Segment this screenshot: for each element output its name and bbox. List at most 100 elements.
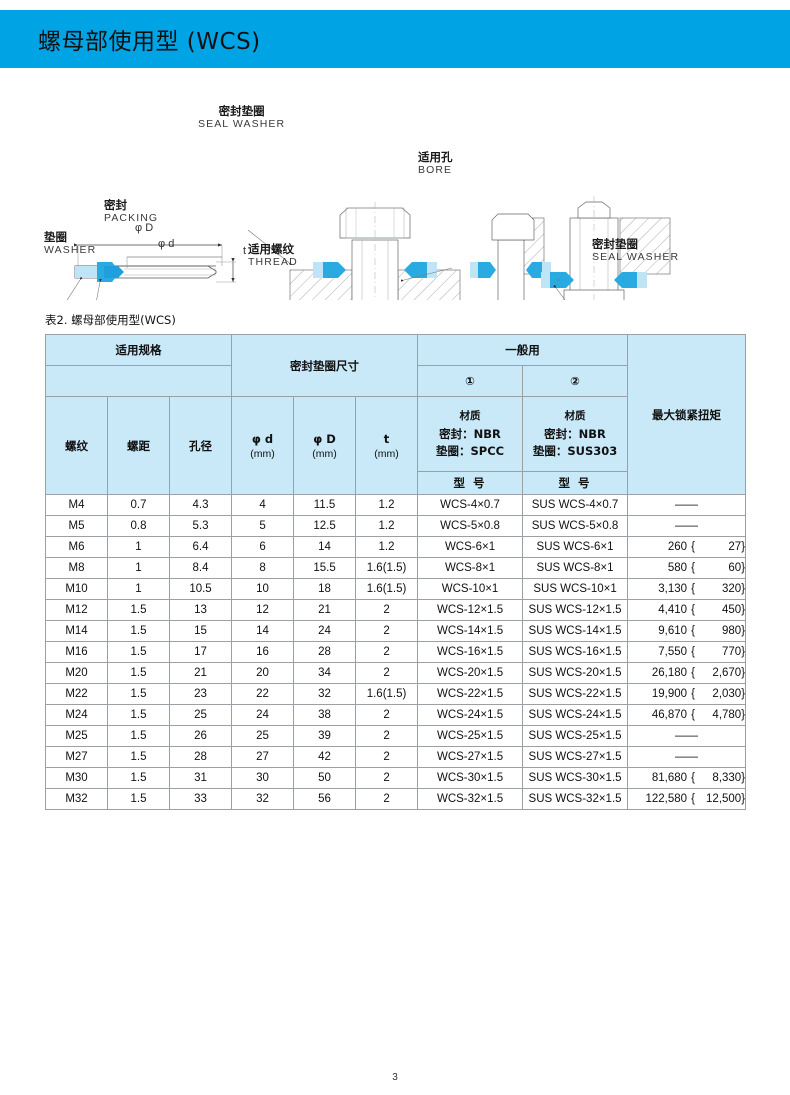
label-seal-washer-left-cn: 密封垫圈 [218, 104, 265, 118]
cell-model-1: WCS-20×1.5 [417, 662, 524, 684]
cell-thread: M20 [45, 662, 108, 684]
cell-thread: M27 [45, 746, 108, 768]
spec-table: 适用规格 密封垫圈尺寸 一般用 最大锁紧扭矩 ① ② 螺纹 螺距 孔径 φ d … [44, 334, 747, 810]
torque-newton: 81,680 [651, 772, 688, 784]
cell-phi-d: 30 [231, 767, 295, 789]
col-header-phi-d-symbol: φ d [251, 431, 274, 446]
spec-table-container: 适用规格 密封垫圈尺寸 一般用 最大锁紧扭矩 ① ② 螺纹 螺距 孔径 φ d … [44, 334, 747, 810]
table-row: M25 1.5 26 25 39 2 WCS-25×1.5 SUS WCS-25×1.5 —— [45, 725, 747, 747]
cell-t: 2 [355, 641, 419, 663]
torque-kgf: 27} [728, 541, 746, 553]
label-seal-washer-left-en: SEAL WASHER [198, 118, 286, 131]
cell-model-1: WCS-5×0.8 [417, 515, 524, 537]
cell-phi-D: 15.5 [293, 557, 357, 579]
dimension-phi-d: φ d [158, 238, 175, 250]
torque-dash: —— [675, 520, 699, 532]
header-row-groups: 适用规格 密封垫圈尺寸 一般用 最大锁紧扭矩 [44, 334, 747, 495]
cell-model-1: WCS-25×1.5 [417, 725, 524, 747]
model-header-2: 型 号 [522, 471, 629, 495]
diagram-svg [61, 196, 671, 353]
label-thread-en: THREAD [248, 256, 298, 269]
mark-two: ② [522, 365, 629, 397]
cell-model-1: WCS-14×1.5 [417, 620, 524, 642]
cell-pitch: 1.5 [107, 683, 170, 705]
cell-model-1: WCS-16×1.5 [417, 641, 524, 663]
cell-model-1: WCS-27×1.5 [417, 746, 524, 768]
group-header-spec: 适用规格 [44, 334, 233, 366]
cell-phi-d: 20 [231, 662, 295, 684]
cell-torque: 9,610{980} [627, 620, 747, 642]
label-packing-cn: 密封 [104, 198, 127, 212]
cell-phi-D: 32 [293, 683, 357, 705]
torque-newton: 580 [667, 562, 688, 574]
cell-pitch: 1 [107, 578, 170, 600]
cell-torque: 122,580{12,500} [627, 788, 747, 810]
table-row: M4 0.7 4.3 4 11.5 1.2 WCS-4×0.7 SUS WCS-4×0.7 —— [45, 494, 747, 516]
cell-pitch: 1.5 [107, 599, 170, 621]
cell-thread: M32 [45, 788, 108, 810]
torque-kgf: 2,670} [712, 667, 746, 679]
mark-one: ① [417, 365, 524, 397]
cell-hole: 8.4 [168, 557, 233, 579]
cell-t: 2 [355, 662, 419, 684]
label-packing-en: PACKING [104, 212, 159, 225]
cell-phi-d: 12 [231, 599, 295, 621]
cell-model-2: SUS WCS-10×1 [522, 578, 629, 600]
col-header-phi-D-unit: (mm) [312, 447, 337, 460]
cell-hole: 31 [168, 767, 233, 789]
torque-brace: { [691, 625, 695, 637]
cell-model-2: SUS WCS-20×1.5 [522, 662, 629, 684]
material-header-1-line1: 密封：NBR [439, 426, 501, 441]
cell-phi-D: 14 [293, 536, 357, 558]
header-row-marks: ① ② [44, 365, 746, 397]
cell-phi-d: 24 [231, 704, 295, 726]
bolt-assembly-middle [289, 202, 461, 353]
cell-phi-D: 50 [293, 767, 357, 789]
torque-dash: —— [675, 751, 699, 763]
cell-t: 1.6(1.5) [355, 578, 419, 600]
cell-hole: 10.5 [168, 578, 233, 600]
torque-brace: { [691, 646, 695, 658]
torque-newton: 46,870 [651, 709, 688, 721]
table-row: M20 1.5 21 20 34 2 WCS-20×1.5 SUS WCS-20×1.5 26,… [45, 662, 747, 684]
cell-t: 1.2 [355, 536, 419, 558]
cell-torque: —— [627, 494, 747, 516]
col-header-phi-D: φ D (mm) [293, 396, 357, 495]
table-row: M24 1.5 25 24 38 2 WCS-24×1.5 SUS WCS-24×1.5 46,… [45, 704, 747, 726]
torque-brace: { [691, 793, 695, 805]
label-washer: 垫圈 WASHER [44, 230, 96, 257]
torque-kgf: 450} [722, 604, 746, 616]
cell-thread: M12 [45, 599, 108, 621]
cell-phi-d: 10 [231, 578, 295, 600]
label-seal-washer-right-cn: 密封垫圈 [592, 237, 638, 251]
cell-hole: 4.3 [168, 494, 233, 516]
torque-newton: 7,550 [658, 646, 688, 658]
torque-brace: { [691, 583, 695, 595]
material-header-1: 材质 密封：NBR 垫圈：SPCC [417, 396, 524, 472]
col-header-pitch: 螺距 [107, 396, 170, 495]
col-header-thread: 螺纹 [45, 396, 108, 495]
cell-model-1: WCS-24×1.5 [417, 704, 524, 726]
cell-phi-d: 16 [231, 641, 295, 663]
cell-phi-d: 8 [231, 557, 295, 579]
cell-phi-d: 5 [231, 515, 295, 537]
table-row: M14 1.5 15 14 24 2 WCS-14×1.5 SUS WCS-14×1.5 9,6… [45, 620, 747, 642]
col-header-t: t (mm) [355, 396, 419, 495]
material-header-2-line2: 垫圈：SUS303 [532, 443, 618, 458]
cell-t: 2 [355, 620, 419, 642]
table-row: M10 1 10.5 10 18 1.6(1.5) WCS-10×1 SUS WCS-10×1… [45, 578, 747, 600]
cell-model-1: WCS-8×1 [417, 557, 524, 579]
torque-kgf: 980} [722, 625, 746, 637]
cell-pitch: 1.5 [107, 767, 170, 789]
cell-phi-D: 28 [293, 641, 357, 663]
torque-newton: 260 [667, 541, 688, 553]
cell-model-1: WCS-4×0.7 [417, 494, 524, 516]
group-header-washer-dim: 密封垫圈尺寸 [231, 334, 419, 397]
cell-model-1: WCS-12×1.5 [417, 599, 524, 621]
col-header-t-symbol: t [383, 431, 390, 446]
material-header-2-title: 材质 [564, 409, 586, 422]
cell-hole: 17 [168, 641, 233, 663]
table-row: M30 1.5 31 30 50 2 WCS-30×1.5 SUS WCS-30×1.5 81,… [45, 767, 747, 789]
torque-newton: 3,130 [658, 583, 688, 595]
spec-table-body: M4 0.7 4.3 4 11.5 1.2 WCS-4×0.7 SUS WCS-4×0.7 ——… [45, 494, 747, 810]
